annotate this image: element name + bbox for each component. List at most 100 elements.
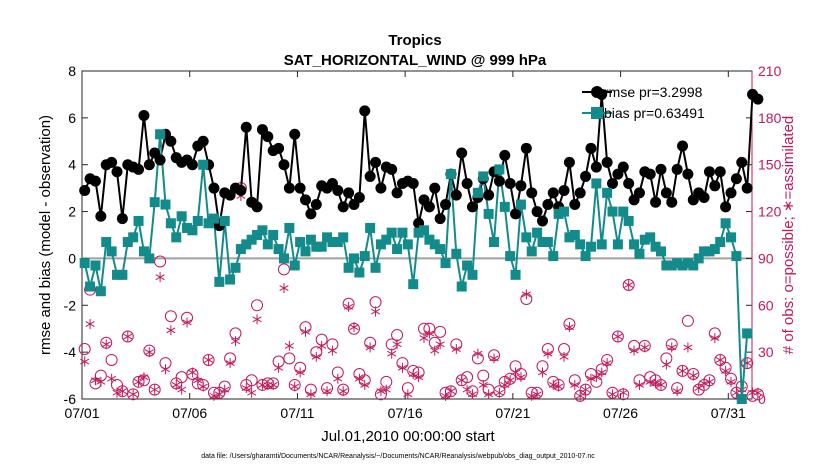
bias-point bbox=[731, 251, 742, 262]
bias-point bbox=[295, 237, 306, 248]
bias-point bbox=[101, 237, 112, 248]
obs-assimilated-marker bbox=[753, 387, 763, 398]
obs-possible-marker bbox=[105, 353, 118, 366]
bias-point bbox=[273, 244, 284, 255]
bias-point bbox=[672, 258, 683, 269]
bias-point bbox=[677, 260, 688, 271]
right-y-tick-label: 150 bbox=[758, 157, 782, 173]
obs-assimilated-marker bbox=[166, 325, 176, 336]
rmse-point bbox=[300, 194, 312, 206]
bias-point bbox=[699, 246, 710, 257]
obs-assimilated-marker bbox=[365, 342, 375, 353]
bias-point bbox=[521, 232, 532, 243]
obs-assimilated-marker bbox=[500, 379, 510, 390]
rmse-point bbox=[386, 163, 398, 175]
rmse-point bbox=[273, 142, 285, 154]
right-y-tick-label: 120 bbox=[758, 204, 782, 220]
bias-point bbox=[564, 232, 575, 243]
obs-assimilated-marker bbox=[274, 362, 284, 373]
bias-point bbox=[343, 262, 354, 273]
obs-assimilated-marker bbox=[677, 365, 688, 376]
obs-assimilated-marker bbox=[360, 379, 370, 390]
rmse-point bbox=[714, 166, 726, 178]
bias-point bbox=[472, 187, 483, 198]
y-axis-label: rmse and bias (model - observation) bbox=[37, 115, 54, 355]
bias-point bbox=[693, 253, 704, 264]
bias-point bbox=[85, 281, 96, 292]
rmse-point bbox=[262, 131, 274, 143]
obs-assimilated-marker bbox=[516, 372, 526, 383]
bias-point bbox=[381, 234, 392, 245]
obs-assimilated-marker bbox=[225, 358, 235, 369]
bias-point bbox=[505, 251, 516, 262]
y-tick-label: 2 bbox=[68, 204, 76, 220]
obs-assimilated-marker bbox=[721, 365, 731, 376]
bias-point bbox=[494, 164, 505, 175]
bias-point bbox=[311, 241, 322, 252]
obs-assimilated-marker bbox=[634, 379, 645, 390]
bias-point bbox=[489, 237, 500, 248]
bias-point bbox=[268, 230, 279, 240]
bias-point bbox=[650, 241, 661, 252]
bias-point bbox=[117, 269, 128, 280]
bias-point bbox=[79, 258, 90, 269]
obs-possible-marker bbox=[148, 383, 161, 396]
plot-area: -6 -4 -2 0 2 4 6 8 0 30 60 90 120 150 180 210 07/01 07/06… bbox=[64, 63, 782, 421]
bias-point bbox=[424, 234, 435, 245]
obs-assimilated-marker bbox=[193, 375, 203, 386]
obs-assimilated-marker bbox=[279, 283, 289, 294]
bias-point bbox=[386, 227, 397, 238]
rmse-point bbox=[677, 140, 689, 152]
obs-possible-marker bbox=[164, 310, 177, 323]
bias-point bbox=[392, 244, 403, 255]
rmse-point bbox=[434, 213, 446, 225]
obs-assimilated-marker bbox=[478, 379, 488, 390]
rmse-point bbox=[337, 201, 349, 213]
obs-assimilated-marker bbox=[462, 384, 472, 395]
rmse-point bbox=[359, 105, 371, 117]
obs-assimilated-marker bbox=[440, 390, 451, 401]
bias-point bbox=[187, 225, 198, 236]
rmse-point bbox=[186, 159, 198, 171]
obs-assimilated-marker bbox=[295, 367, 305, 378]
rmse-point bbox=[310, 199, 322, 211]
obs-assimilated-marker bbox=[387, 348, 397, 359]
rmse-point bbox=[703, 166, 715, 178]
bias-point bbox=[235, 244, 246, 255]
obs-possible-marker bbox=[676, 364, 689, 377]
obs-assimilated-marker bbox=[123, 331, 133, 342]
obs-assimilated-marker bbox=[268, 379, 278, 390]
obs-assimilated-series bbox=[80, 190, 763, 401]
obs-assimilated-marker bbox=[203, 354, 214, 365]
rmse-point bbox=[736, 156, 748, 168]
bias-point bbox=[591, 178, 602, 189]
x-tick-label: 07/06 bbox=[172, 405, 207, 421]
obs-assimilated-marker bbox=[559, 351, 569, 362]
obs-assimilated-marker bbox=[532, 389, 542, 400]
bias-point bbox=[413, 227, 424, 238]
rmse-point bbox=[450, 189, 462, 201]
rmse-point bbox=[466, 201, 478, 213]
rmse-point bbox=[607, 177, 619, 189]
bias-point bbox=[165, 218, 176, 229]
bias-point bbox=[526, 246, 537, 257]
bias-point bbox=[112, 269, 123, 280]
obs-assimilated-marker bbox=[672, 386, 682, 397]
chart-title: Tropics bbox=[388, 32, 441, 49]
bias-point bbox=[397, 227, 408, 238]
obs-possible-marker bbox=[681, 314, 694, 327]
obs-assimilated-marker bbox=[554, 381, 564, 392]
bias-point bbox=[144, 253, 155, 264]
bias-point bbox=[375, 239, 386, 250]
obs-assimilated-marker bbox=[435, 339, 445, 350]
rmse-point bbox=[531, 206, 543, 218]
bias-point bbox=[629, 239, 640, 250]
y-tick-label: 8 bbox=[68, 63, 76, 79]
bias-point bbox=[348, 253, 359, 264]
obs-assimilated-marker bbox=[699, 378, 709, 389]
obs-assimilated-marker bbox=[710, 333, 720, 344]
bias-point bbox=[198, 159, 209, 170]
obs-assimilated-marker bbox=[392, 339, 402, 350]
bias-point bbox=[122, 237, 133, 248]
rmse-point bbox=[305, 208, 317, 220]
